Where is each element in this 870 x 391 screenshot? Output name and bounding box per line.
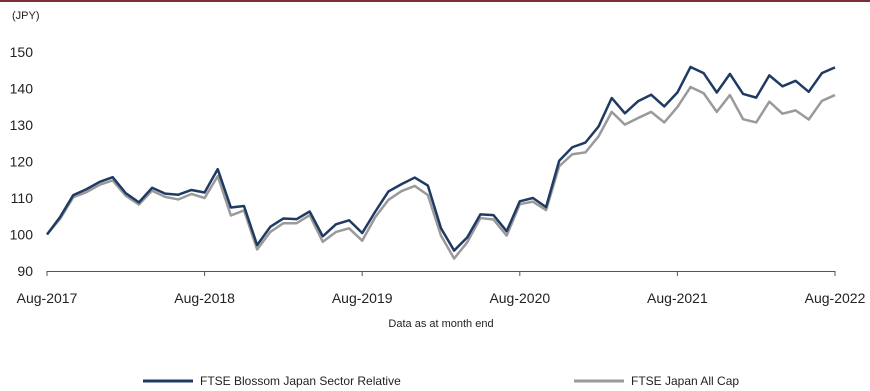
legend: FTSE Blossom Japan Sector Relative FTSE J… [143, 374, 739, 388]
y-tick-label: 120 [10, 154, 34, 170]
x-tick-label: Aug-2022 [805, 290, 866, 306]
x-tick-label: Aug-2017 [17, 290, 78, 306]
x-tick-label: Aug-2020 [489, 290, 550, 306]
x-tick-label: Aug-2018 [174, 290, 235, 306]
x-tick-label: Aug-2021 [647, 290, 708, 306]
x-tick-label: Aug-2019 [332, 290, 393, 306]
y-axis-ticks: 90 100 110 120 130 140 150 [10, 44, 34, 279]
series-line-2 [46, 85, 836, 260]
legend-label: FTSE Japan All Cap [631, 374, 739, 388]
y-tick-label: 140 [10, 81, 34, 97]
y-tick-label: 150 [10, 44, 34, 60]
y-tick-label: 90 [17, 263, 33, 279]
y-tick-label: 110 [11, 190, 34, 206]
series-line-1 [45, 65, 836, 252]
x-axis-ticks: Aug-2017 Aug-2018 Aug-2019 Aug-2020 Aug-2021… [17, 271, 866, 306]
top-border [0, 0, 870, 2]
y-tick-label: 100 [10, 227, 34, 243]
y-tick-label: 130 [10, 117, 34, 133]
footnote: Data as at month end [388, 318, 493, 330]
legend-label: FTSE Blossom Japan Sector Relative [200, 374, 401, 388]
y-unit-label: (JPY) [12, 10, 40, 22]
series-lines [45, 65, 836, 260]
